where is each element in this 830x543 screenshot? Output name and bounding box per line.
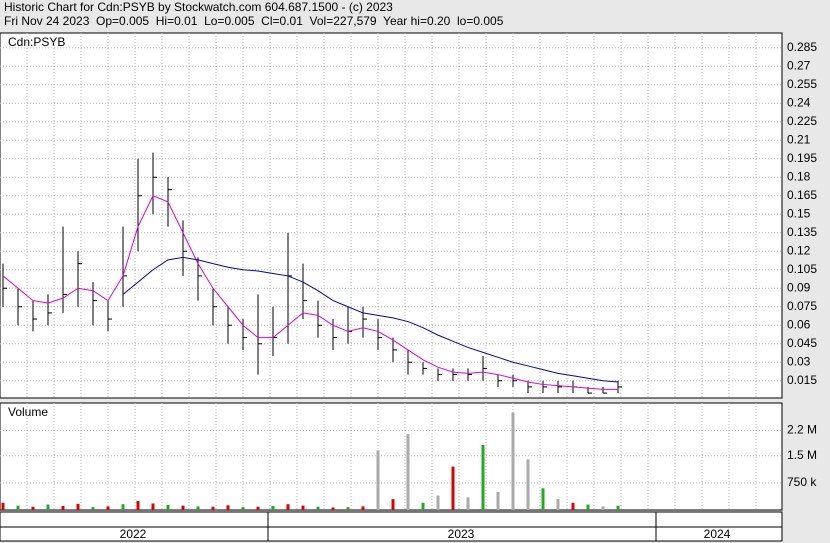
y-tick-label: 0.285 — [787, 40, 817, 54]
y-tick-label: 0.15 — [787, 206, 811, 220]
volume-bar — [151, 503, 155, 510]
volume-bar — [196, 506, 200, 510]
volume-bar — [166, 504, 170, 510]
volume-bar — [61, 506, 65, 510]
year-label: 2023 — [448, 527, 475, 541]
volume-bar — [91, 507, 95, 510]
volume-bar — [601, 506, 605, 510]
volume-bar — [421, 502, 425, 510]
volume-bar — [586, 504, 590, 510]
volume-bar — [616, 505, 620, 510]
volume-bar — [31, 506, 35, 510]
volume-bar — [271, 506, 275, 510]
y-tick-label: 0.105 — [787, 262, 817, 276]
y-tick-label: 0.09 — [787, 280, 811, 294]
y-tick-label: 0.12 — [787, 243, 811, 257]
chart-subtitle: Fri Nov 24 2023 Op=0.005 Hi=0.01 Lo=0.00… — [4, 14, 504, 28]
y-tick-label: 0.015 — [787, 373, 817, 387]
moving-average — [122, 256, 619, 383]
y-tick-label: 0.24 — [787, 95, 811, 109]
volume-bar — [451, 466, 455, 510]
volume-bar — [526, 459, 530, 510]
y-tick-label: 0.075 — [787, 299, 817, 313]
volume-bar — [316, 506, 320, 510]
y-tick-label: 0.195 — [787, 151, 817, 165]
volume-bar — [121, 504, 125, 510]
volume-bar — [286, 504, 290, 510]
y-tick-label: 0.06 — [787, 317, 811, 331]
y-tick-label: 0.27 — [787, 58, 811, 72]
y2-tick-label: 750 k — [787, 475, 817, 489]
y-tick-label: 0.165 — [787, 188, 817, 202]
y2-tick-label: 2.2 M — [787, 423, 817, 437]
volume-bar — [481, 444, 485, 510]
price-panel — [0, 32, 783, 399]
volume-bar — [331, 507, 335, 510]
volume-bar — [136, 500, 140, 510]
y-tick-label: 0.045 — [787, 336, 817, 350]
volume-bar — [391, 499, 395, 510]
y-tick-label: 0.03 — [787, 354, 811, 368]
volume-bar — [406, 434, 410, 510]
volume-bar — [571, 502, 575, 510]
volume-bar — [511, 412, 515, 510]
year-label: 2024 — [704, 527, 731, 541]
moving-average — [2, 195, 618, 390]
volume-bar — [16, 505, 20, 510]
volume-bar — [376, 450, 380, 510]
volume-bar — [76, 503, 80, 510]
y-tick-label: 0.21 — [787, 132, 811, 146]
y-tick-label: 0.255 — [787, 77, 817, 91]
volume-bar — [106, 506, 110, 510]
volume-panel — [0, 402, 783, 511]
volume-bar — [301, 505, 305, 510]
volume-bar — [466, 497, 470, 510]
volume-bar — [226, 505, 230, 510]
y2-tick-label: 1.5 M — [787, 448, 817, 462]
volume-bar — [496, 491, 500, 510]
volume-bar — [346, 507, 350, 510]
volume-bar — [241, 507, 245, 510]
year-label: 2022 — [120, 527, 147, 541]
volume-label: Volume — [8, 405, 48, 419]
volume-bar — [181, 505, 185, 510]
volume-bar — [211, 506, 215, 510]
price-label: Cdn:PSYB — [8, 35, 65, 49]
volume-bar — [541, 488, 545, 510]
y-tick-label: 0.135 — [787, 225, 817, 239]
chart-title: Historic Chart for Cdn:PSYB by Stockwatc… — [4, 0, 393, 14]
volume-bar — [361, 506, 365, 510]
volume-bar — [256, 506, 260, 510]
volume-bar — [1, 502, 5, 510]
volume-bar — [46, 504, 50, 510]
y-tick-label: 0.225 — [787, 114, 817, 128]
y-tick-label: 0.18 — [787, 169, 811, 183]
volume-bar — [436, 495, 440, 510]
volume-bar — [556, 499, 560, 510]
